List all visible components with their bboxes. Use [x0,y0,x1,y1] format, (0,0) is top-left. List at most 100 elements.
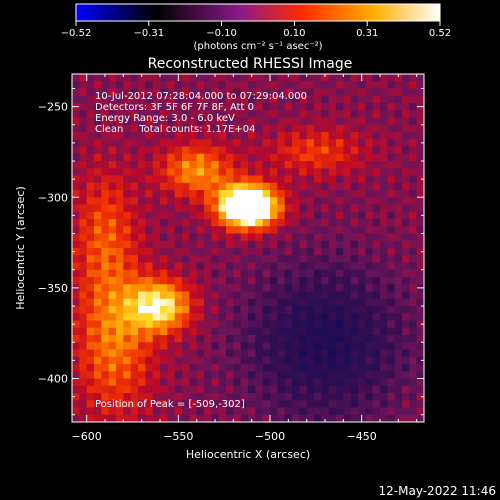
heatmap-cell [314,284,322,293]
heatmap-cell [240,95,249,104]
heatmap-cell [380,197,388,206]
heatmap-cell [233,168,242,177]
heatmap-cell [196,335,205,343]
heatmap-cell [277,132,286,140]
heatmap-cell [167,103,176,111]
heatmap-cell [101,132,110,140]
heatmap-cell [86,240,95,249]
heatmap-cell [226,291,234,300]
heatmap-cell [182,219,190,227]
heatmap-cell [79,95,88,104]
heatmap-cell [226,139,234,148]
heatmap-cell [174,153,183,162]
heatmap-cell [284,124,293,133]
heatmap-cell [123,197,132,206]
heatmap-cell [108,349,117,358]
heatmap-cell [189,298,198,307]
heatmap-cell [372,219,381,227]
heatmap-cell [402,240,410,249]
heatmap-cell [196,269,205,278]
heatmap-cell [255,262,264,271]
heatmap-cell [218,168,227,177]
heatmap-cell [211,364,220,372]
heatmap-cell [350,414,359,422]
heatmap-cell [306,407,315,416]
heatmap-cell [277,233,286,242]
heatmap-cell [372,356,381,365]
heatmap-cell [350,117,359,126]
heatmap-cell [196,190,205,198]
heatmap-cell [321,414,330,422]
heatmap-cell [130,81,139,90]
heatmap-cell [160,110,168,119]
heatmap-cell [101,219,110,227]
heatmap-cell [233,371,242,380]
heatmap-cell [416,139,424,148]
heatmap-cell [218,320,227,329]
heatmap-cell [138,393,146,401]
heatmap-cell [270,233,278,242]
heatmap-cell [116,313,124,322]
heatmap-cell [218,378,227,387]
heatmap-cell [343,146,352,155]
heatmap-cell [416,313,424,322]
heatmap-cell [116,182,124,191]
heatmap-cell [387,197,396,206]
colorbar-tick-label: 0.31 [356,28,378,39]
heatmap-cell [299,400,308,409]
heatmap-cell [101,139,110,148]
heatmap-cell [123,356,132,365]
heatmap-cell [380,211,388,220]
heatmap-cell [182,233,190,242]
heatmap-cell [130,139,139,148]
heatmap-cell [189,385,198,394]
heatmap-cell [123,168,132,177]
heatmap-cell [86,110,95,119]
heatmap-cell [365,204,374,213]
heatmap-cell [270,349,278,358]
heatmap-cell [306,240,315,249]
heatmap-cell [116,349,124,358]
heatmap-cell [343,371,352,380]
heatmap-cell [204,161,212,169]
heatmap-cell [394,226,403,235]
heatmap-cell [226,110,234,119]
heatmap-cell [160,306,168,314]
heatmap-cell [270,327,278,336]
heatmap-cell [204,153,212,162]
heatmap-cell [306,320,315,329]
heatmap-cell [255,117,264,126]
heatmap-cell [189,175,198,184]
heatmap-cell [145,117,154,126]
heatmap-cell [211,233,220,242]
heatmap-cell [226,211,234,220]
heatmap-cell [240,182,249,191]
heatmap-cell [270,320,278,329]
heatmap-cell [402,364,410,372]
heatmap-cell [321,139,330,148]
heatmap-cell [358,88,366,97]
heatmap-cell [350,161,359,169]
heatmap-cell [218,291,227,300]
heatmap-cell [182,168,190,177]
heatmap-cell [321,175,330,184]
heatmap-cell [167,240,176,249]
heatmap-cell [218,327,227,336]
heatmap-cell [262,255,271,264]
heatmap-cell [211,139,220,148]
heatmap-cell [123,248,132,256]
heatmap-cell [387,204,396,213]
heatmap-cell [299,132,308,140]
heatmap-cell [211,349,220,358]
heatmap-cell [255,407,264,416]
heatmap-cell [123,414,132,422]
heatmap-cell [380,349,388,358]
heatmap-cell [138,175,146,184]
heatmap-cell [336,103,344,111]
heatmap-cell [365,248,374,256]
heatmap-cell [343,277,352,285]
heatmap-cell [248,161,256,169]
heatmap-cell [255,291,264,300]
heatmap-cell [248,393,256,401]
heatmap-cell [204,182,212,191]
